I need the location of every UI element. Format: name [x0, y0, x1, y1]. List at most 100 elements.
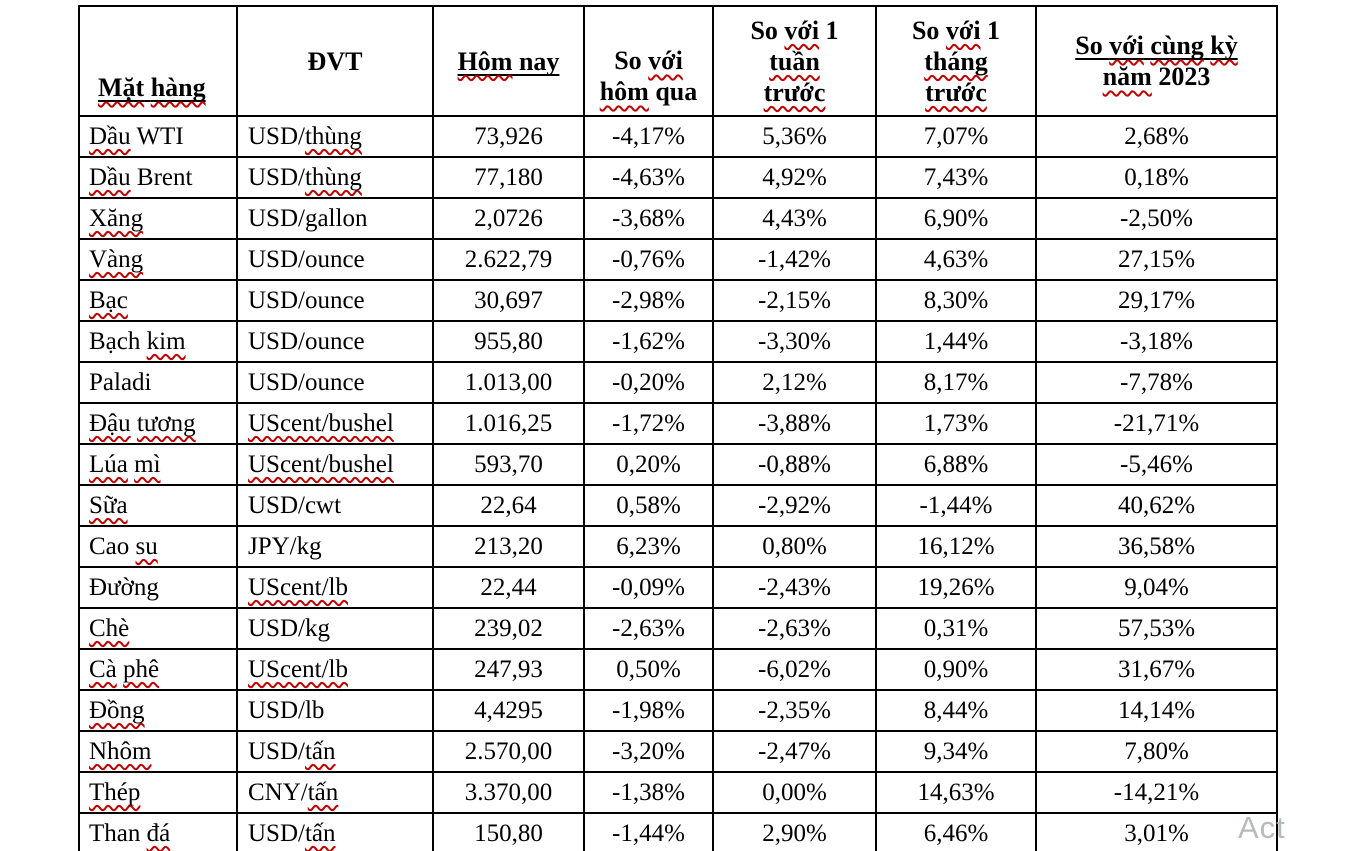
- column-header-today: Hôm nay: [432, 5, 585, 117]
- vs-week-cell: 0,00%: [712, 771, 877, 814]
- spellcheck-squiggle: tấn: [307, 778, 339, 806]
- vs-week-cell: -2,15%: [712, 279, 877, 322]
- column-header-unit: ĐVT: [236, 5, 434, 117]
- today-cell: 955,80: [432, 320, 585, 363]
- today-cell: 2,0726: [432, 197, 585, 240]
- header-line: So với: [614, 46, 683, 75]
- today-cell: 73,926: [432, 115, 585, 158]
- table-row: Cà phê UScent/lb 247,93 0,50% -6,02% 0,90% 31,…: [78, 648, 1278, 691]
- vs-month-cell: 8,44%: [875, 689, 1037, 732]
- vs-yesterday-cell: -4,63%: [583, 156, 714, 199]
- spellcheck-squiggle: trước: [763, 77, 826, 107]
- table-row: Vàng USD/ounce 2.622,79 -0,76% -1,42% 4,63% 27…: [78, 238, 1278, 281]
- spellcheck-squiggle: với: [1109, 31, 1144, 60]
- unit-cell: JPY/kg: [236, 525, 434, 568]
- table-row: Bạch kim USD/ounce 955,80 -1,62% -3,30% 1,44%…: [78, 320, 1278, 363]
- commodity-cell: Đường: [78, 566, 238, 609]
- table-row: Xăng USD/gallon 2,0726 -3,68% 4,43% 6,90% -2,5…: [78, 197, 1278, 240]
- vs-2023-cell: 36,58%: [1035, 525, 1278, 568]
- header-line: tháng: [881, 46, 1031, 77]
- unit-cell: UScent/lb: [236, 566, 434, 609]
- vs-2023-cell: -14,21%: [1035, 771, 1278, 814]
- header-line: ĐVT: [307, 46, 363, 76]
- unit-cell: USD/tấn: [236, 812, 434, 851]
- commodity-cell: Thép: [78, 771, 238, 814]
- vs-month-cell: 9,34%: [875, 730, 1037, 773]
- table-row: Paladi USD/ounce 1.013,00 -0,20% 2,12% 8,17% -…: [78, 361, 1278, 404]
- spellcheck-squiggle: Dầu: [89, 163, 131, 191]
- vs-month-cell: 16,12%: [875, 525, 1037, 568]
- vs-week-cell: 2,90%: [712, 812, 877, 851]
- vs-yesterday-cell: -1,72%: [583, 402, 714, 445]
- vs-2023-cell: -5,46%: [1035, 443, 1278, 486]
- commodity-cell: Sữa: [78, 484, 238, 527]
- commodity-cell: Đồng: [78, 689, 238, 732]
- unit-cell: USD/tấn: [236, 730, 434, 773]
- spellcheck-squiggle: Đồng: [89, 696, 145, 724]
- table-row: Đậu tương UScent/bushel 1.016,25 -1,72% -3,8…: [78, 402, 1278, 445]
- spellcheck-squiggle: thùng: [304, 163, 362, 191]
- commodity-cell: Dầu WTI: [78, 115, 238, 158]
- table-row: Nhôm USD/tấn 2.570,00 -3,20% -2,47% 9,34% 7,80…: [78, 730, 1278, 773]
- vs-month-cell: 0,31%: [875, 607, 1037, 650]
- table-row: Đường UScent/lb 22,44 -0,09% -2,43% 19,26% 9,0…: [78, 566, 1278, 609]
- vs-week-cell: 2,12%: [712, 361, 877, 404]
- vs-month-cell: 1,44%: [875, 320, 1037, 363]
- vs-month-cell: 8,17%: [875, 361, 1037, 404]
- unit-cell: USD/ounce: [236, 279, 434, 322]
- header-line: năm 2023: [1102, 62, 1211, 91]
- spellcheck-squiggle: su: [135, 532, 158, 560]
- unit-cell: USD/thùng: [236, 156, 434, 199]
- spellcheck-squiggle: phê: [123, 655, 160, 683]
- vs-2023-cell: -2,50%: [1035, 197, 1278, 240]
- table-row: Đồng USD/lb 4,4295 -1,98% -2,35% 8,44% 14,14%: [78, 689, 1278, 732]
- header-line: Mặt hàng: [98, 72, 232, 103]
- vs-week-cell: -6,02%: [712, 648, 877, 691]
- today-cell: 30,697: [432, 279, 585, 322]
- spellcheck-squiggle: Cà: [89, 655, 117, 683]
- vs-month-cell: 6,88%: [875, 443, 1037, 486]
- header-line: Hôm nay: [457, 46, 560, 76]
- vs-yesterday-cell: -2,63%: [583, 607, 714, 650]
- vs-week-cell: -2,35%: [712, 689, 877, 732]
- vs-month-cell: 6,46%: [875, 812, 1037, 851]
- today-cell: 77,180: [432, 156, 585, 199]
- commodity-cell: Bạch kim: [78, 320, 238, 363]
- vs-2023-cell: 27,15%: [1035, 238, 1278, 281]
- vs-2023-cell: -21,71%: [1035, 402, 1278, 445]
- vs-month-cell: 0,90%: [875, 648, 1037, 691]
- unit-cell: USD/ounce: [236, 238, 434, 281]
- spellcheck-squiggle: Bạc: [89, 286, 128, 314]
- vs-week-cell: 4,43%: [712, 197, 877, 240]
- vs-week-cell: 5,36%: [712, 115, 877, 158]
- vs-2023-cell: 0,18%: [1035, 156, 1278, 199]
- spellcheck-squiggle: năm: [1102, 62, 1152, 91]
- vs-yesterday-cell: -1,62%: [583, 320, 714, 363]
- spellcheck-squiggle: UScent/bushel: [248, 409, 394, 437]
- vs-week-cell: -1,42%: [712, 238, 877, 281]
- spellcheck-squiggle: Dầu: [89, 122, 131, 150]
- vs-week-cell: -2,43%: [712, 566, 877, 609]
- spellcheck-squiggle: tấn: [304, 737, 336, 765]
- vs-week-cell: -3,88%: [712, 402, 877, 445]
- vs-month-cell: -1,44%: [875, 484, 1037, 527]
- spellcheck-squiggle: hàng: [150, 73, 206, 102]
- vs-yesterday-cell: -4,17%: [583, 115, 714, 158]
- table-row: Chè USD/kg 239,02 -2,63% -2,63% 0,31% 57,53%: [78, 607, 1278, 650]
- unit-cell: USD/cwt: [236, 484, 434, 527]
- spellcheck-squiggle: Mặt: [98, 73, 145, 102]
- unit-cell: CNY/tấn: [236, 771, 434, 814]
- commodity-cell: Đậu tương: [78, 402, 238, 445]
- vs-week-cell: -2,92%: [712, 484, 877, 527]
- today-cell: 239,02: [432, 607, 585, 650]
- vs-yesterday-cell: 0,20%: [583, 443, 714, 486]
- vs-month-cell: 1,73%: [875, 402, 1037, 445]
- spellcheck-squiggle: tuần: [769, 46, 820, 76]
- spellcheck-squiggle: với: [945, 15, 981, 45]
- spellcheck-squiggle: UScent/lb: [248, 655, 348, 683]
- vs-week-cell: 4,92%: [712, 156, 877, 199]
- commodity-cell: Dầu Brent: [78, 156, 238, 199]
